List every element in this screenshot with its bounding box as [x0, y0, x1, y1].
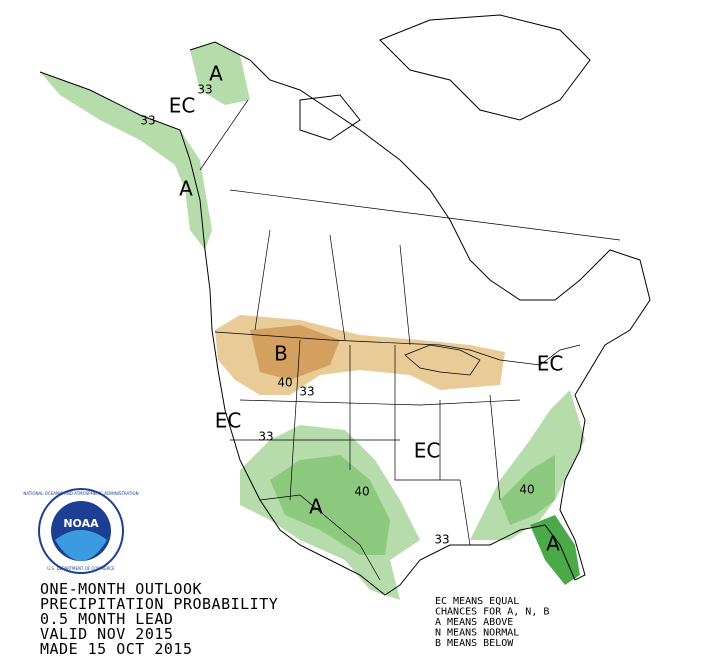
- above-region-50: [530, 515, 580, 585]
- map-label: A: [546, 532, 560, 556]
- logo-ring-text: NATIONAL OCEANIC AND ATMOSPHERIC ADMINIS…: [23, 491, 138, 496]
- great-lakes: [404, 344, 481, 376]
- contour-label: 40: [354, 485, 369, 499]
- title-line: ONE-MONTH OUTLOOK: [40, 580, 202, 598]
- map-label: EC: [537, 352, 564, 376]
- province-border: [199, 99, 621, 346]
- arctic-islands: [299, 14, 591, 141]
- above-region-40: [270, 455, 390, 555]
- noaa-logo: NOAA NATIONAL OCEANIC AND ATMOSPHERIC AD…: [23, 488, 139, 574]
- title-line: PRECIPITATION PROBABILITY: [40, 595, 278, 613]
- contour-label: 40: [277, 376, 292, 390]
- map-label: B: [274, 342, 288, 366]
- contour-label: 33: [299, 385, 314, 399]
- us-canada-border: [214, 331, 581, 366]
- logo-ring-text: U.S. DEPARTMENT OF COMMERCE: [47, 566, 115, 571]
- map-label: EC: [169, 94, 196, 118]
- key-line: CHANCES FOR A, N, B: [435, 607, 549, 618]
- above-region-40: [500, 455, 555, 525]
- map-label: A: [179, 177, 193, 201]
- map-label: A: [209, 62, 223, 86]
- below-region-strong: [250, 325, 340, 380]
- map-label: EC: [215, 409, 242, 433]
- contour-label: 40: [519, 483, 534, 497]
- coastline: [39, 41, 651, 596]
- logo-wave: [55, 530, 107, 561]
- state-border: [230, 339, 521, 581]
- logo-text: NOAA: [63, 517, 99, 530]
- key-line: B MEANS BELOW: [435, 638, 514, 649]
- above-region: [470, 390, 585, 540]
- key-line: EC MEANS EQUAL: [435, 596, 519, 607]
- title-line: VALID NOV 2015: [40, 625, 173, 643]
- key-line: N MEANS NORMAL: [435, 628, 519, 639]
- map-label: EC: [414, 439, 441, 463]
- title-line: 0.5 MONTH LEAD: [40, 610, 173, 628]
- contour-label: 33: [140, 114, 155, 128]
- key-line: A MEANS ABOVE: [435, 617, 513, 628]
- above-region: [40, 72, 212, 250]
- title-line: MADE 15 OCT 2015: [40, 640, 193, 658]
- contour-label: 33: [434, 533, 449, 547]
- above-region: [190, 42, 250, 105]
- contour-label: 33: [258, 430, 273, 444]
- contour-label: 33: [197, 83, 212, 97]
- map-label: A: [309, 495, 323, 519]
